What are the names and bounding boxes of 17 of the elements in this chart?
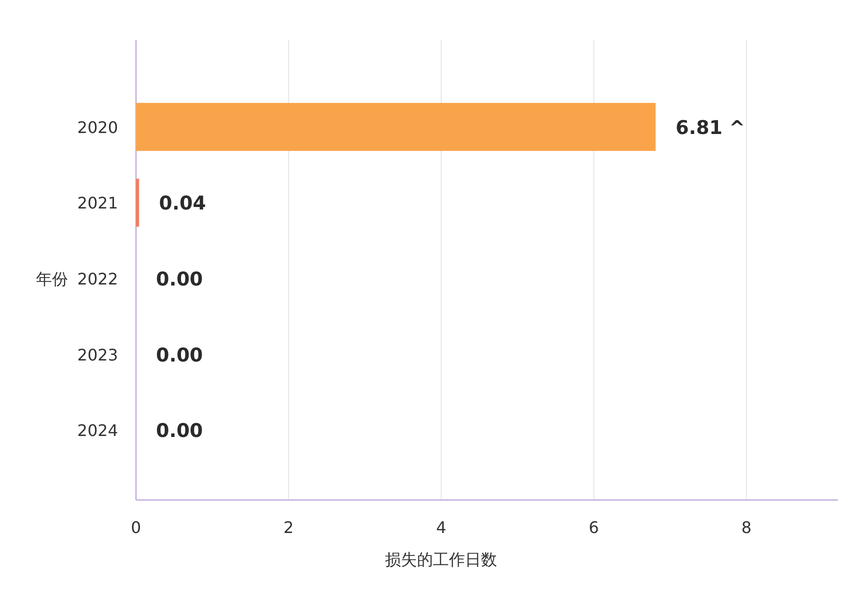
data-label: 0.00 [156,268,203,290]
x-tick-label: 0 [130,518,142,537]
x-axis-title: 损失的工作日数 [385,550,498,569]
data-label: 0.00 [156,420,203,442]
data-label: 0.04 [159,192,206,215]
y-tick-label: 2022 [77,270,118,288]
y-axis-title: 年份 [36,270,68,288]
x-tick-label: 8 [741,518,752,537]
y-tick-label: 2023 [77,345,118,364]
data-label: 0.00 [156,344,203,366]
y-tick-label: 2020 [77,118,118,137]
x-tick-label: 2 [284,518,294,537]
x-tick-label: 6 [588,518,599,537]
data-label: 6.81 ^ [676,116,746,139]
x-tick-label: 4 [436,518,446,537]
y-tick-label: 2024 [77,421,118,440]
y-tick-label: 2021 [77,194,118,213]
